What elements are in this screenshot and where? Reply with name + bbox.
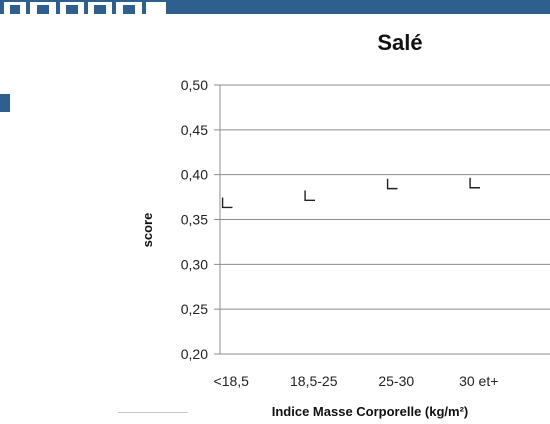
y-tick-labels: 0,50 0,45 0,40 0,35 0,30 0,25 0,20: [181, 77, 208, 362]
y-tick-label: 0,40: [181, 167, 208, 183]
x-tick-label: 30 et+: [459, 373, 498, 389]
x-tick-label: 18,5-25: [290, 373, 338, 389]
left-sidebar: [0, 14, 10, 424]
y-tick-label: 0,20: [181, 346, 208, 362]
y-axis-label: score: [140, 213, 155, 248]
grid: [214, 84, 550, 355]
divider: [118, 412, 188, 413]
y-tick-label: 0,30: [181, 256, 208, 272]
sidebar-accent: [0, 94, 10, 112]
data-point-marker: [221, 197, 233, 209]
x-tick-labels: <18,5 18,5-25 25-30 30 et+: [214, 373, 499, 389]
logo-fragment-icon: [0, 0, 170, 14]
y-tick-label: 0,45: [181, 122, 208, 138]
y-tick-label: 0,50: [181, 77, 208, 93]
y-tick-label: 0,35: [181, 212, 208, 228]
data-point-marker: [304, 190, 315, 201]
data-point-marker: [469, 177, 480, 189]
y-tick-label: 0,25: [181, 301, 208, 317]
chart-title: Salé: [377, 30, 422, 55]
x-axis-label: Indice Masse Corporelle (kg/m²): [272, 404, 469, 419]
x-tick-label: 25-30: [378, 373, 414, 389]
data-points: [221, 177, 480, 209]
x-tick-label: <18,5: [214, 373, 250, 389]
data-point-marker: [386, 178, 398, 190]
